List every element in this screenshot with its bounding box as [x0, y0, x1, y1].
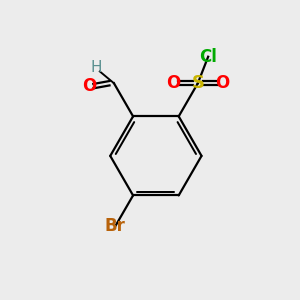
Text: Br: Br	[105, 217, 126, 235]
Text: O: O	[82, 77, 96, 95]
Text: S: S	[191, 74, 204, 92]
Text: H: H	[91, 59, 102, 74]
Text: O: O	[215, 74, 229, 92]
Text: Cl: Cl	[199, 48, 217, 66]
Text: O: O	[167, 74, 181, 92]
